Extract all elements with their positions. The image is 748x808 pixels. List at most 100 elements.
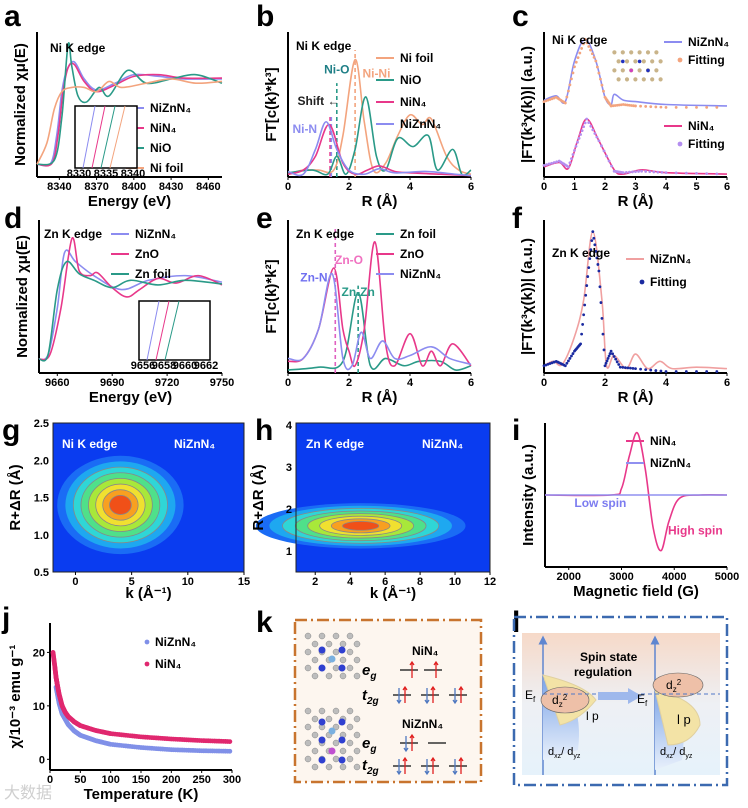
series-point xyxy=(600,83,604,87)
nitrogen-atom xyxy=(318,736,326,744)
annotation-label: Low spin xyxy=(574,496,626,510)
series-point xyxy=(582,313,586,317)
legend-label: ZnO xyxy=(135,247,159,261)
y-axis-title: |FT(k³χ(k))| (a.u.) xyxy=(519,46,536,163)
series-point xyxy=(542,164,546,167)
x-tick-label: 4 xyxy=(347,576,354,588)
series-line-0 xyxy=(287,292,472,371)
chart-title: Ni K edge xyxy=(552,33,608,47)
series-point xyxy=(618,365,622,369)
inset-line xyxy=(146,300,160,361)
carbon-atom xyxy=(339,672,347,680)
carbon-atom xyxy=(353,672,361,680)
carbon-atom xyxy=(304,739,312,747)
series-point xyxy=(589,124,593,128)
atom xyxy=(629,50,634,55)
carbon-atom xyxy=(304,632,312,640)
x-tick-label: 0 xyxy=(541,181,547,193)
y-tick-label: 10 xyxy=(33,701,45,713)
series-point xyxy=(583,303,587,307)
annotation-label: Ni-Ni xyxy=(362,67,390,81)
y-axis-title: |FT(k³χ(k))| (a.u.) xyxy=(519,238,536,355)
legend-label: Fitting xyxy=(688,137,725,151)
carbon-atom xyxy=(353,747,361,755)
series-point xyxy=(579,133,582,136)
series-point xyxy=(605,359,609,363)
x-tick-label: 8400 xyxy=(122,181,146,193)
legend-label: Fitting xyxy=(688,53,725,67)
x-tick-label: 5000 xyxy=(715,571,739,583)
series-point xyxy=(628,170,631,174)
atom xyxy=(637,50,642,55)
series-point xyxy=(587,121,591,125)
series-point xyxy=(612,355,616,358)
series-point xyxy=(621,366,625,369)
panel-label-e: e xyxy=(256,202,273,235)
x-tick-label: 9660 xyxy=(45,377,69,389)
inset-line xyxy=(164,300,180,361)
inset-line xyxy=(155,300,170,361)
atom xyxy=(645,50,651,55)
dxz-dyz-label-left: dxz/ dyz xyxy=(548,746,581,760)
series-point xyxy=(589,48,592,52)
panel-e: Zn foil ZnO NiZnN₄ Zn K edge Zn-O Zn-N Zn-Zn 0 2… xyxy=(263,220,474,406)
carbon-atom xyxy=(346,648,354,656)
series-line-2 xyxy=(287,123,472,177)
spin-up-arrow xyxy=(458,685,464,703)
legend-label: NiZnN₄ xyxy=(155,635,196,649)
series-point xyxy=(589,248,593,252)
atom xyxy=(650,77,655,82)
nitrogen-atom xyxy=(338,756,346,764)
series-point xyxy=(605,154,608,158)
series-point xyxy=(593,243,597,247)
carbon-atom xyxy=(311,731,319,739)
spin-down-arrow xyxy=(396,759,402,776)
carbon-atom xyxy=(332,723,340,731)
series-point xyxy=(574,144,578,148)
carbon-atom xyxy=(346,723,354,731)
series-point xyxy=(652,170,656,174)
series-point xyxy=(608,352,612,355)
series-point xyxy=(578,51,582,55)
heatmap-title: Ni K edge xyxy=(62,437,118,451)
spin-up-arrow xyxy=(402,756,408,774)
series-point xyxy=(604,361,608,365)
series-point xyxy=(610,164,614,168)
series-point xyxy=(581,323,585,326)
series-point xyxy=(567,165,570,169)
series-point xyxy=(565,95,569,99)
series-point xyxy=(600,144,603,148)
x-tick-label: 0 xyxy=(285,181,291,193)
heatmap-frame xyxy=(295,422,491,573)
series-point xyxy=(595,65,599,69)
series-point xyxy=(609,104,613,108)
carbon-atom xyxy=(311,656,319,664)
carbon-atom xyxy=(311,763,319,771)
legend-marker xyxy=(144,661,150,667)
series-point xyxy=(583,37,587,41)
series-point xyxy=(639,104,642,108)
series-point xyxy=(585,284,589,287)
series-point xyxy=(621,171,625,175)
series-point xyxy=(550,161,554,165)
y-axis-title: FT[c(k)*k²] xyxy=(263,259,280,333)
inset-line xyxy=(100,105,116,169)
series-point xyxy=(626,366,630,370)
carbon-atom xyxy=(353,763,361,771)
series-point xyxy=(606,357,610,360)
x-tick-label: 2000 xyxy=(556,571,580,583)
edge-inset xyxy=(138,300,211,361)
series-point xyxy=(634,367,637,371)
series-point xyxy=(227,739,233,744)
series-point xyxy=(654,369,658,372)
spin-up-arrow xyxy=(409,733,415,751)
series-point xyxy=(654,105,658,109)
series-point xyxy=(684,171,688,175)
series-point xyxy=(571,352,575,355)
series-point xyxy=(637,170,640,173)
carbon-atom xyxy=(311,747,319,755)
annotation-label: Shift ← xyxy=(298,94,340,108)
series-point xyxy=(639,367,642,371)
